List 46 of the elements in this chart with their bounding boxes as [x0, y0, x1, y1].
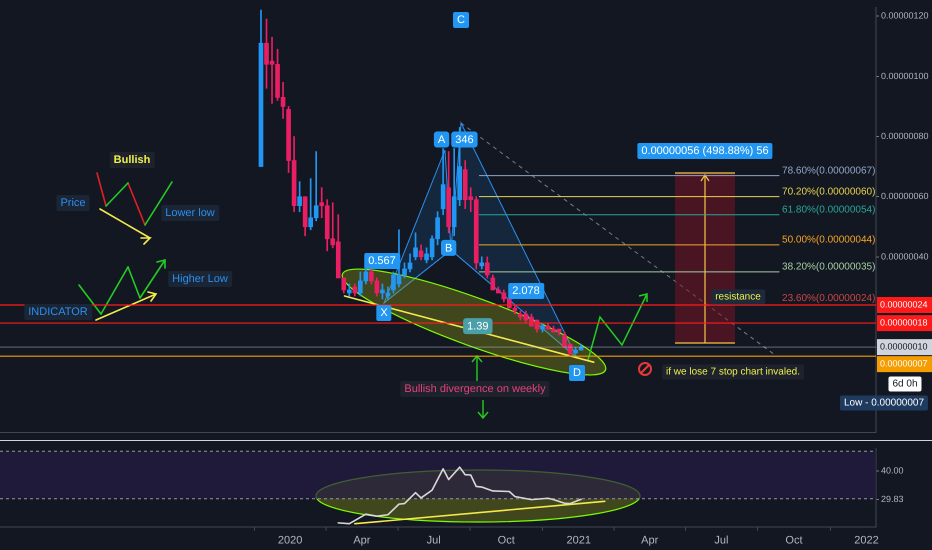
x-tick-label: 2022: [854, 534, 879, 546]
annotation: 2.078: [508, 283, 544, 299]
text: 6d 0h: [888, 376, 922, 392]
x-tick-label: 2020: [278, 534, 302, 546]
annotation: INDICATOR: [24, 304, 92, 320]
ref-line-label: 0.00000010: [880, 342, 928, 352]
series-label: 61.80%(0.00000054): [782, 204, 876, 216]
ref-line-label: 0.00000024: [880, 299, 928, 310]
annotation: Higher Low: [168, 271, 232, 287]
x-tick-label: Oct: [498, 534, 515, 546]
y-tick-label: 0.00000040: [881, 251, 929, 262]
annotation: A: [438, 134, 446, 146]
x-tick-label: Jul: [714, 534, 728, 546]
x-tick-label: Apr: [641, 534, 659, 546]
annotation: Lower low: [161, 205, 219, 221]
annotation: if we lose 7 stop chart invaled.: [662, 364, 804, 380]
ref-line-label: 0.00000018: [880, 318, 928, 328]
annotation: 0.00000056 (498.88%) 56: [637, 143, 773, 159]
annotation: D: [569, 365, 585, 381]
annotation: 1.39: [467, 320, 489, 333]
y-tick-label: 29.83: [881, 494, 904, 504]
annotation: resistance: [711, 290, 765, 304]
annotation: Low - 0.00000007: [840, 396, 928, 410]
annotation: 23.60%(0.00000024): [782, 292, 876, 304]
series-label: 78.60%(0.00000067): [782, 165, 876, 176]
annotation: B: [444, 242, 452, 254]
y-tick-label: 0.00000100: [881, 70, 929, 81]
annotation: X: [376, 305, 392, 321]
annotation: Bullish divergence on weekly: [400, 381, 550, 397]
x-tick-label: Apr: [353, 534, 371, 546]
annotation: Price: [56, 195, 90, 211]
annotation: C: [453, 12, 469, 28]
y-tick-label: 0.00000060: [881, 191, 929, 202]
y-tick-label: 0.00000120: [881, 10, 929, 21]
x-tick-label: 2021: [566, 534, 591, 546]
y-tick-label: 0.00000080: [881, 130, 929, 141]
series-label: 70.20%(0.00000060): [782, 186, 876, 198]
x-tick-label: Oct: [785, 534, 803, 546]
y-tick-label: 40.00: [881, 465, 904, 476]
ref-line-label: 0.00000007: [880, 358, 928, 369]
series-label: 38.20%(0.00000035): [782, 262, 876, 273]
annotation: 0.567: [364, 253, 400, 269]
series-label: 50.00%(0.00000044): [782, 234, 876, 246]
annotation: 346: [455, 134, 474, 146]
annotation: Bullish: [110, 152, 154, 168]
x-tick-label: Jul: [426, 534, 441, 546]
